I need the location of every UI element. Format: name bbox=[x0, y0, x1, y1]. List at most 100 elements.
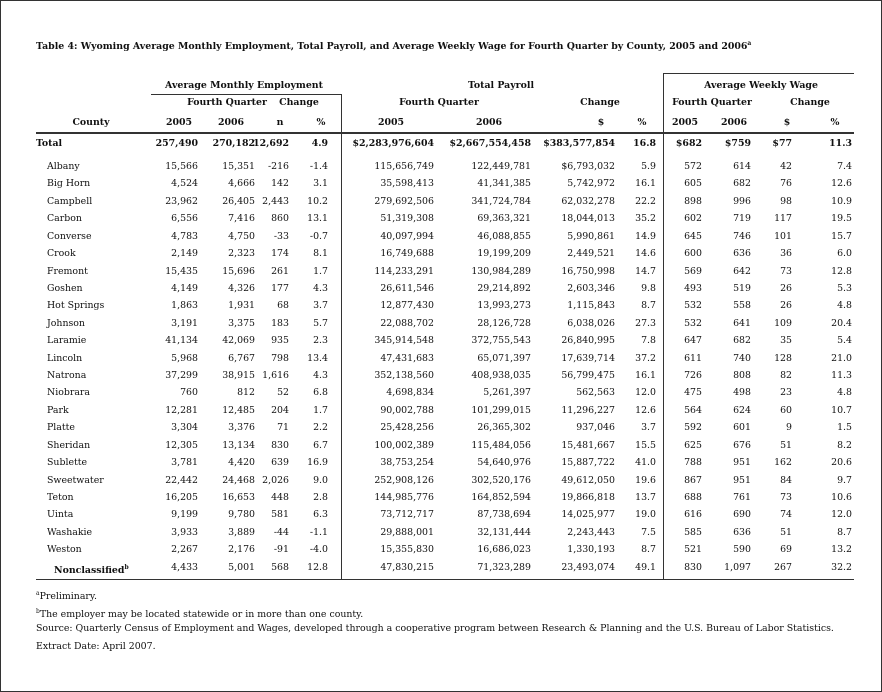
county-name: Nonclassifiedb bbox=[54, 562, 129, 577]
cell-text: 12,485 bbox=[222, 404, 255, 416]
cell: 15,566 bbox=[165, 161, 198, 173]
cell: 558 bbox=[733, 300, 751, 312]
cell-text: 302,520,176 bbox=[471, 474, 531, 486]
cell: 22.2 bbox=[635, 196, 656, 208]
group-header: Average Monthly Employment bbox=[165, 80, 323, 92]
cell: 73 bbox=[780, 492, 792, 504]
cell: 71,323,289 bbox=[477, 562, 531, 574]
cell-text: 569 bbox=[684, 265, 702, 277]
cell-text: 74 bbox=[780, 509, 792, 521]
subgroup-header: Change bbox=[279, 97, 319, 109]
cell: 10.9 bbox=[831, 196, 852, 208]
cell: 616 bbox=[684, 509, 702, 521]
cell: 74 bbox=[780, 509, 792, 521]
cell: 688 bbox=[684, 492, 702, 504]
cell-text: 7.8 bbox=[641, 335, 656, 347]
cell-text: 12.8 bbox=[307, 561, 328, 573]
cell-text: 951 bbox=[733, 474, 751, 486]
cell-text: 41,341,385 bbox=[477, 178, 531, 190]
cell: 270,182 bbox=[213, 138, 255, 150]
cell-text: 14.7 bbox=[635, 265, 656, 277]
cell-text: 2,449,521 bbox=[567, 248, 615, 260]
cell: 16,205 bbox=[165, 492, 198, 504]
cell: 26,365,302 bbox=[477, 422, 531, 434]
cell: 42 bbox=[780, 161, 792, 173]
column-header-text: 2006 bbox=[720, 117, 748, 128]
cell: 51 bbox=[780, 440, 792, 452]
cell: 1,115,843 bbox=[567, 300, 615, 312]
cell-text: 23,962 bbox=[165, 195, 198, 207]
county-name-text: Sublette bbox=[47, 457, 88, 469]
cell: 1,931 bbox=[228, 300, 255, 312]
cell: 13,134 bbox=[222, 440, 255, 452]
cell-text: 11,296,227 bbox=[561, 404, 615, 416]
county-name: Big Horn bbox=[47, 178, 90, 190]
extract-date: Extract Date: April 2007. bbox=[36, 641, 156, 653]
cell-text: 49.1 bbox=[635, 561, 656, 573]
cell: 26,840,995 bbox=[561, 335, 615, 347]
cell: 19,199,209 bbox=[477, 248, 531, 260]
cell-text: -44 bbox=[273, 526, 289, 538]
cell-text: 5,990,861 bbox=[567, 230, 615, 242]
cell: 642 bbox=[733, 266, 751, 278]
cell-text: 13.7 bbox=[635, 491, 656, 503]
cell-text: 532 bbox=[684, 300, 702, 312]
cell: 585 bbox=[684, 527, 702, 539]
cell: 2,603,346 bbox=[567, 283, 615, 295]
cell-text: 581 bbox=[271, 509, 289, 521]
cell: 98 bbox=[780, 196, 792, 208]
cell-text: 267 bbox=[774, 561, 792, 573]
county-name-text: Hot Springs bbox=[47, 300, 105, 312]
cell: 1.7 bbox=[313, 266, 328, 278]
cell: 14.7 bbox=[635, 266, 656, 278]
cell-text: 14,025,977 bbox=[561, 509, 615, 521]
cell: 26 bbox=[780, 300, 792, 312]
cell: 22,088,702 bbox=[380, 318, 434, 330]
cell-text: 1,097 bbox=[724, 561, 751, 573]
cell: 12.6 bbox=[635, 405, 656, 417]
cell: 519 bbox=[733, 283, 751, 295]
column-header: $ bbox=[598, 117, 605, 129]
cell: 3,376 bbox=[228, 422, 255, 434]
cell: 898 bbox=[684, 196, 702, 208]
cell-text: 746 bbox=[733, 230, 751, 242]
subgroup-header-text: Fourth Quarter bbox=[399, 97, 479, 108]
cell-text: 12.8 bbox=[831, 265, 852, 277]
cell: $759 bbox=[725, 138, 751, 150]
cell: 29,888,001 bbox=[380, 527, 434, 539]
cell: 115,484,056 bbox=[471, 440, 531, 452]
cell-text: 10.9 bbox=[831, 195, 852, 207]
cell: 20.4 bbox=[831, 318, 852, 330]
cell-text: 13,134 bbox=[222, 439, 255, 451]
footnote: aPreliminary. bbox=[36, 588, 97, 603]
cell: 951 bbox=[733, 475, 751, 487]
cell-text: 10.7 bbox=[831, 404, 852, 416]
cell: 6,038,026 bbox=[567, 318, 615, 330]
cell: 27.3 bbox=[635, 318, 656, 330]
cell-text: 19.0 bbox=[635, 509, 656, 521]
cell: -216 bbox=[268, 161, 289, 173]
cell: 761 bbox=[733, 492, 751, 504]
cell-text: 46,088,855 bbox=[477, 230, 531, 242]
cell: 12.0 bbox=[635, 387, 656, 399]
cell: 4,783 bbox=[171, 231, 198, 243]
cell-text: 345,914,548 bbox=[374, 335, 434, 347]
cell-text: 602 bbox=[684, 213, 702, 225]
county-name-text: Weston bbox=[47, 544, 82, 556]
cell: 590 bbox=[733, 544, 751, 556]
cell-text: 3,933 bbox=[171, 526, 198, 538]
group-header-text: Average Monthly Employment bbox=[165, 80, 323, 91]
cell-text: 15,355,830 bbox=[380, 544, 434, 556]
cell: 37.2 bbox=[635, 353, 656, 365]
cell-text: -216 bbox=[267, 161, 289, 172]
cell: 2,176 bbox=[228, 544, 255, 556]
subgroup-header: Change bbox=[580, 97, 620, 109]
cell: 164,852,594 bbox=[471, 492, 531, 504]
cell-text: $77 bbox=[772, 138, 792, 149]
column-header-text: 2005 bbox=[377, 117, 405, 128]
cell: 60 bbox=[780, 405, 792, 417]
note-mark: b bbox=[36, 607, 40, 615]
cell-text: 84 bbox=[780, 474, 792, 486]
cell-text: 42,069 bbox=[222, 335, 255, 347]
column-header: % bbox=[831, 117, 840, 129]
